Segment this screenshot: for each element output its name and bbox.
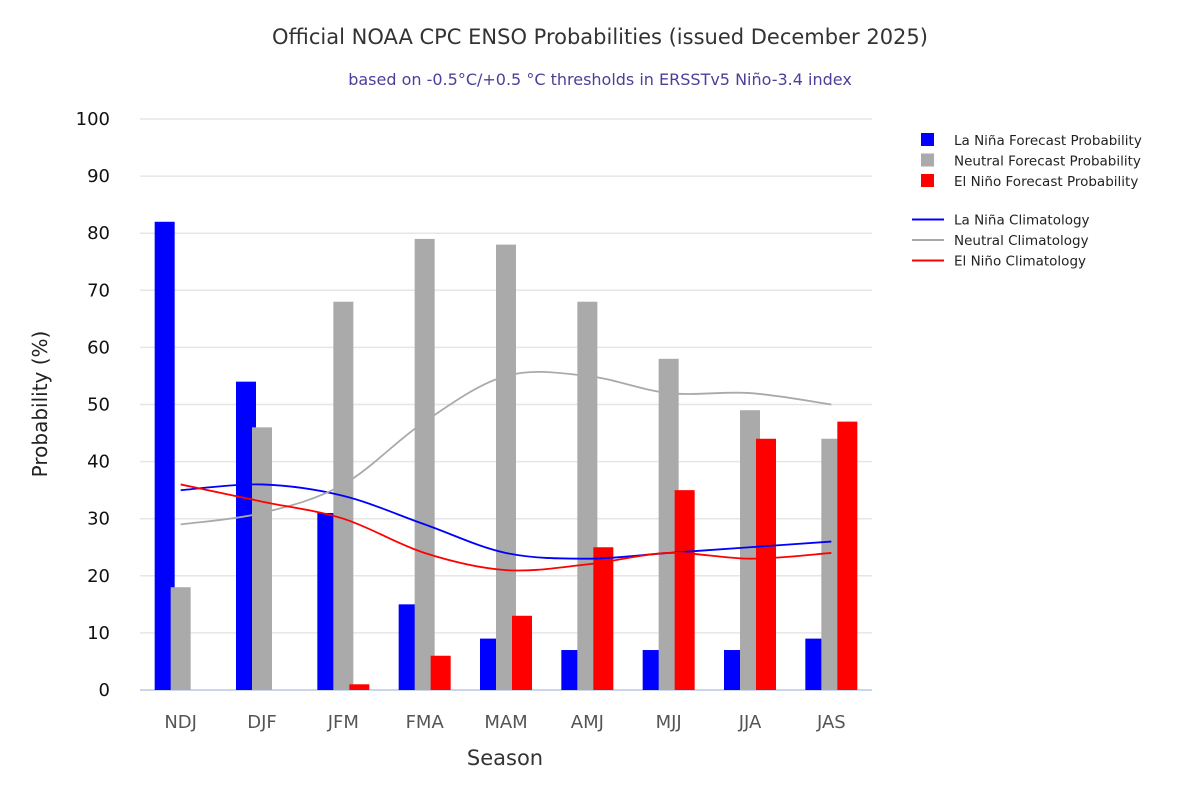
legend-item: El Niño Climatology bbox=[954, 254, 1086, 270]
x-tick-label: AMJ bbox=[571, 712, 604, 733]
x-tick-label: JFM bbox=[327, 712, 359, 733]
bar-el-ni-o-forecast-probability bbox=[430, 655, 451, 690]
y-tick-label: 70 bbox=[87, 280, 110, 301]
y-tick-label: 0 bbox=[99, 680, 110, 701]
legend-swatch bbox=[921, 153, 934, 167]
x-tick-label: DJF bbox=[247, 712, 277, 733]
bar-la-ni-a-forecast-probability bbox=[805, 638, 826, 690]
legend-item: Neutral Forecast Probability bbox=[954, 154, 1141, 170]
x-tick-label: MAM bbox=[484, 712, 527, 733]
y-axis-label: Probability (%) bbox=[28, 331, 52, 478]
legend-swatch bbox=[921, 133, 934, 146]
legend-item: Neutral Climatology bbox=[954, 233, 1089, 249]
bar-neutral-forecast-probability bbox=[740, 410, 760, 690]
bar-la-ni-a-forecast-probability bbox=[561, 650, 582, 690]
y-tick-label: 10 bbox=[87, 623, 110, 644]
bar-neutral-forecast-probability bbox=[252, 427, 272, 690]
legend-item: El Niño Forecast Probability bbox=[954, 174, 1138, 190]
y-tick-label: 100 bbox=[76, 109, 110, 130]
bar-el-ni-o-forecast-probability bbox=[349, 684, 370, 690]
bar-neutral-forecast-probability bbox=[577, 301, 598, 690]
y-tick-label: 80 bbox=[87, 223, 110, 244]
x-tick-label: JAS bbox=[816, 712, 846, 733]
line-el-ni-o-climatology bbox=[180, 483, 832, 572]
bar-la-ni-a-forecast-probability bbox=[480, 638, 500, 690]
bar-el-ni-o-forecast-probability bbox=[756, 438, 776, 690]
legend-swatch bbox=[921, 174, 934, 187]
x-tick-label: JJA bbox=[738, 712, 762, 733]
y-tick-label: 30 bbox=[87, 509, 110, 530]
legend-item: La Niña Climatology bbox=[954, 213, 1090, 229]
bar-la-ni-a-forecast-probability bbox=[154, 221, 175, 690]
bar-el-ni-o-forecast-probability bbox=[674, 490, 695, 690]
bar-la-ni-a-forecast-probability bbox=[642, 650, 663, 690]
bar-el-ni-o-forecast-probability bbox=[837, 421, 858, 690]
y-tick-label: 60 bbox=[87, 337, 110, 358]
bar-el-ni-o-forecast-probability bbox=[512, 615, 532, 690]
chart-title: Official NOAA CPC ENSO Probabilities (is… bbox=[272, 25, 928, 49]
bar-neutral-forecast-probability bbox=[496, 244, 516, 690]
y-tick-label: 20 bbox=[87, 566, 110, 587]
bar-neutral-forecast-probability bbox=[414, 238, 435, 690]
y-tick-label: 90 bbox=[87, 166, 110, 187]
bar-neutral-forecast-probability bbox=[658, 358, 679, 690]
y-tick-label: 40 bbox=[87, 452, 110, 473]
y-tick-label: 50 bbox=[87, 395, 110, 416]
bar-la-ni-a-forecast-probability bbox=[724, 650, 744, 690]
legend: La Niña Forecast Probability Neutral Fore… bbox=[912, 133, 1142, 270]
bar-la-ni-a-forecast-probability bbox=[398, 604, 419, 690]
bar-la-ni-a-forecast-probability bbox=[236, 381, 256, 690]
bar-neutral-forecast-probability bbox=[170, 587, 191, 690]
bar-el-ni-o-forecast-probability bbox=[593, 547, 614, 690]
x-tick-label: FMA bbox=[406, 712, 445, 733]
x-axis-label: Season bbox=[467, 746, 543, 770]
legend-item: La Niña Forecast Probability bbox=[954, 133, 1142, 149]
bar-la-ni-a-forecast-probability bbox=[317, 512, 338, 690]
x-tick-label: MJJ bbox=[656, 712, 682, 733]
chart-subtitle: based on -0.5°C/+0.5 °C thresholds in ER… bbox=[348, 70, 852, 89]
line-la-ni-a-climatology bbox=[180, 483, 832, 560]
bar-neutral-forecast-probability bbox=[821, 438, 842, 690]
x-tick-label: NDJ bbox=[164, 712, 197, 733]
